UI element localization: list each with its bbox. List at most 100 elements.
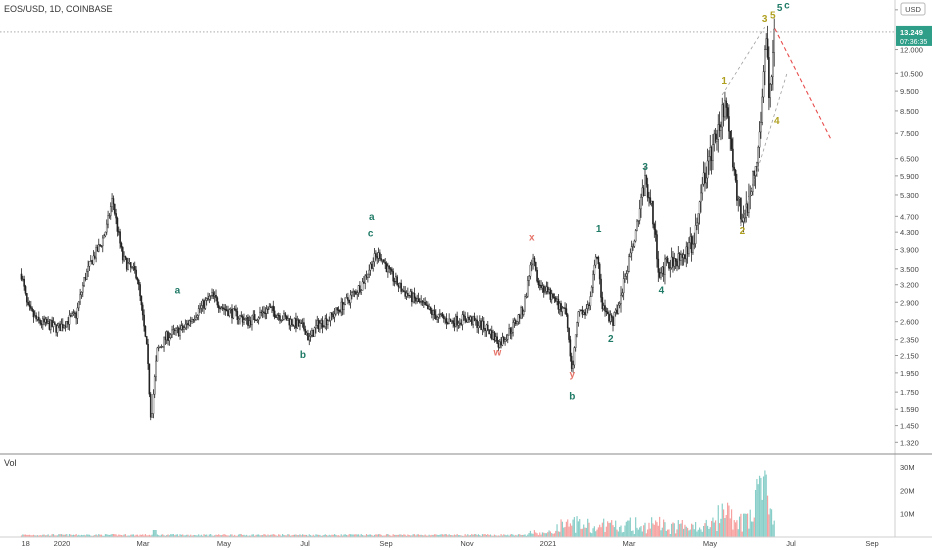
- wave-label: b: [300, 350, 306, 361]
- candle-body: [124, 256, 127, 259]
- candle-body: [401, 290, 404, 292]
- volume-bar: [59, 534, 61, 537]
- candle-body: [155, 360, 157, 377]
- volume-bar: [389, 535, 392, 537]
- volume-bar: [754, 489, 757, 537]
- volume-bar: [244, 535, 246, 537]
- volume-bar: [208, 534, 210, 537]
- candle-body: [117, 231, 120, 233]
- candle-body: [307, 332, 309, 341]
- volume-bar: [460, 535, 462, 537]
- volume-bar: [472, 534, 474, 537]
- volume-bar: [619, 526, 621, 537]
- volume-bar: [31, 535, 33, 537]
- symbol-title: EOS/USD, 1D, COINBASE: [4, 4, 113, 14]
- volume-bar: [62, 534, 64, 537]
- volume-bar: [464, 534, 466, 537]
- volume-bar: [211, 535, 213, 537]
- volume-bar: [552, 533, 554, 537]
- candle-body: [176, 327, 179, 330]
- candle-body: [744, 217, 746, 219]
- volume-bar: [705, 519, 707, 537]
- candle-body: [549, 289, 552, 300]
- volume-bar: [22, 534, 24, 537]
- candle-body: [81, 284, 84, 293]
- volume-bar: [240, 534, 242, 537]
- volume-bar: [563, 527, 565, 537]
- candle-body: [764, 49, 766, 72]
- candle-body: [626, 271, 629, 274]
- candle-body: [316, 320, 319, 326]
- volume-bar: [393, 534, 396, 537]
- candle-body: [337, 309, 340, 312]
- candle-body: [708, 156, 710, 162]
- volume-bar: [75, 533, 77, 537]
- candle-body: [175, 327, 177, 331]
- volume-bar: [202, 535, 204, 537]
- candle-body: [604, 305, 606, 312]
- volume-bar: [576, 516, 578, 537]
- volume-bar: [134, 535, 136, 537]
- volume-bar: [266, 535, 268, 537]
- candle-body: [345, 297, 348, 299]
- candle-body: [212, 292, 215, 297]
- volume-bar: [752, 521, 754, 537]
- candle-body: [562, 307, 565, 309]
- candle-body: [376, 256, 379, 259]
- candle-body: [63, 325, 65, 329]
- volume-bar: [413, 534, 416, 537]
- wave-label: y: [570, 369, 576, 380]
- candle-body: [672, 256, 674, 267]
- candle-body: [128, 262, 131, 264]
- candle-body: [328, 320, 331, 322]
- candle-body: [461, 314, 464, 325]
- volume-bar: [383, 535, 385, 537]
- candle-body: [640, 197, 642, 210]
- candle-body: [437, 314, 440, 318]
- candle-body: [265, 308, 268, 314]
- currency-badge[interactable]: USD: [900, 2, 926, 16]
- volume-bar: [337, 535, 340, 537]
- price-tick-label: 1.590: [900, 405, 919, 414]
- candle-body: [20, 273, 23, 280]
- volume-bar: [288, 534, 290, 537]
- volume-bar: [766, 495, 769, 537]
- candle-body: [485, 324, 488, 331]
- candle-body: [720, 126, 722, 131]
- candle-body: [143, 314, 145, 327]
- volume-bar: [565, 521, 567, 537]
- candle-body: [84, 277, 87, 280]
- volume-bar: [51, 534, 53, 537]
- volume-bar: [242, 535, 244, 537]
- volume-bar: [764, 470, 766, 537]
- volume-bar: [303, 534, 305, 537]
- volume-bar: [693, 529, 695, 537]
- volume-bar: [132, 534, 135, 537]
- candle-body: [139, 284, 141, 297]
- candle-body: [227, 310, 229, 316]
- volume-bar: [493, 534, 496, 537]
- volume-bar: [46, 535, 48, 537]
- candle-body: [248, 320, 251, 326]
- candle-body: [554, 297, 557, 302]
- candle-body: [544, 291, 546, 293]
- volume-bar: [238, 534, 240, 537]
- volume-bar: [773, 520, 775, 537]
- volume-bar: [730, 509, 733, 537]
- candle-body: [769, 84, 772, 98]
- volume-bar: [692, 524, 694, 537]
- volume-bar: [79, 535, 81, 537]
- volume-bar: [156, 534, 158, 537]
- candle-body: [602, 305, 605, 310]
- time-tick-label: Mar: [623, 539, 636, 548]
- volume-bar: [313, 535, 316, 537]
- candle-body: [633, 240, 636, 247]
- volume-bar: [304, 534, 306, 537]
- candle-body: [594, 256, 597, 266]
- wave-label: a: [175, 285, 181, 296]
- candle-body: [524, 296, 526, 312]
- candle-body: [733, 166, 736, 171]
- candle-body: [693, 243, 696, 245]
- volume-bar: [483, 534, 485, 537]
